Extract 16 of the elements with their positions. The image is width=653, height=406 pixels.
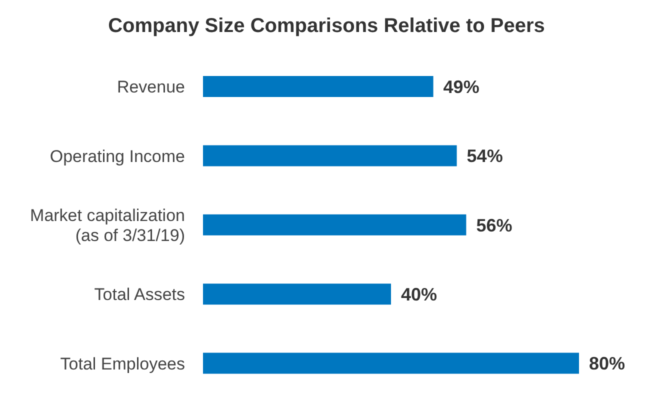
bar (203, 76, 434, 97)
data-label: 54% (466, 146, 503, 166)
data-label: 49% (443, 76, 480, 97)
bar (203, 352, 579, 374)
bar (203, 284, 391, 305)
data-label: 56% (476, 215, 512, 236)
bar (203, 214, 466, 236)
data-label: 40% (401, 284, 438, 304)
y-tick-label: Revenue (116, 78, 185, 97)
data-label: 80% (589, 354, 626, 374)
y-tick-label: Total Employees (60, 354, 185, 374)
bar (203, 145, 457, 166)
y-tick-label: Operating Income (50, 146, 185, 166)
y-tick-label: Market capitalization (as of 3/31/19) (30, 206, 185, 245)
chart-title: Company Size Comparisons Relative to Peers (107, 14, 546, 39)
y-tick-label: Total Assets (94, 285, 185, 304)
